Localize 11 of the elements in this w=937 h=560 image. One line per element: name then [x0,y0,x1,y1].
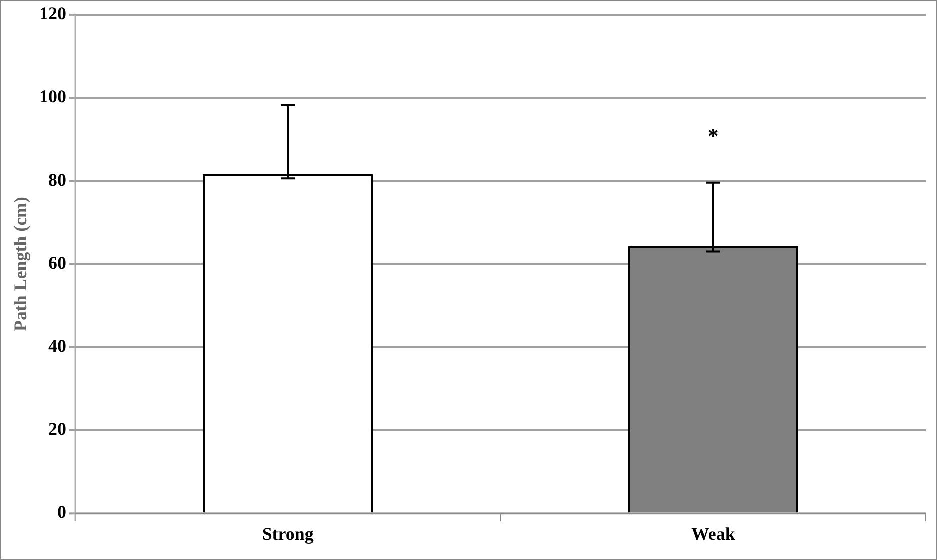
y-tick-label: 40 [48,336,66,356]
y-tick-label: 120 [40,4,66,24]
y-tick-label: 100 [40,86,66,107]
x-tick-label: Weak [691,524,736,544]
x-tick-label: Strong [262,524,314,544]
y-tick-label: 60 [48,252,66,273]
y-axis-title: Path Length (cm) [10,197,30,332]
y-tick-label: 20 [48,419,66,440]
y-tick-label: 80 [48,170,66,190]
annotation: * [708,124,719,149]
y-tick-label: 0 [57,502,66,522]
